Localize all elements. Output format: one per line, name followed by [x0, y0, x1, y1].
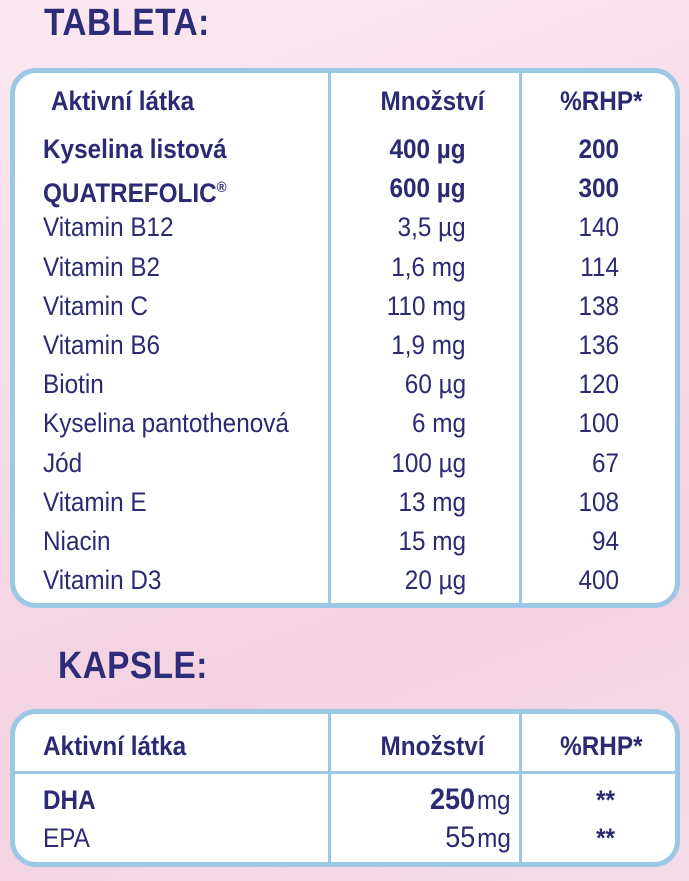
amount-unit: mg — [477, 823, 511, 853]
row-rhp: 108 — [578, 487, 619, 517]
row-amount: 15 mg — [398, 526, 466, 556]
row-name: Kyselina listová — [43, 134, 227, 164]
row-amount: 600 µg — [389, 173, 466, 203]
row-amount: 6 mg — [411, 408, 466, 438]
row-name: Biotin — [43, 369, 104, 399]
row-rhp: 120 — [578, 369, 619, 399]
header-rhp: %RHP* — [560, 86, 643, 116]
kapsle-table: Aktivní látka Množství %RHP* DHA 250mg ** E… — [10, 709, 680, 867]
amount-value: 55 — [445, 821, 476, 854]
registered-mark: ® — [216, 179, 227, 196]
header-rhp: %RHP* — [560, 731, 643, 761]
row-amount: 1,9 mg — [391, 330, 466, 360]
header-amount: Množství — [381, 731, 485, 761]
row-amount: 110 mg — [386, 291, 466, 321]
row-name: Vitamin D3 — [43, 565, 162, 595]
row-rhp: 138 — [578, 291, 619, 321]
column-divider — [519, 714, 522, 862]
amount-unit: mg — [477, 785, 511, 815]
row-rhp: 400 — [578, 565, 619, 595]
header-divider — [15, 771, 675, 774]
row-amount: 1,6 mg — [391, 252, 466, 282]
row-rhp: 94 — [591, 526, 619, 556]
header-amount: Množství — [381, 86, 485, 116]
row-name: Kyselina pantothenová — [43, 408, 289, 438]
tableta-table: Aktivní látka Množství %RHP* Kyselina li… — [10, 68, 680, 608]
row-name: Vitamin B6 — [43, 330, 161, 360]
row-amount: 13 mg — [398, 487, 466, 517]
row-name: Vitamin C — [43, 291, 148, 321]
row-rhp: 200 — [578, 134, 619, 164]
row-rhp: ** — [596, 823, 615, 853]
column-divider — [328, 73, 331, 603]
row-amount: 250mg — [430, 784, 511, 816]
row-name: Jód — [43, 448, 83, 478]
row-name: Vitamin B2 — [43, 252, 161, 282]
section-title-kapsle: KAPSLE: — [58, 645, 208, 687]
row-name: EPA — [43, 823, 90, 853]
row-rhp: 136 — [578, 330, 619, 360]
row-rhp: ** — [596, 785, 615, 815]
row-amount: 60 µg — [404, 369, 466, 399]
row-amount: 55mg — [445, 822, 511, 854]
column-divider — [328, 714, 331, 862]
row-rhp: 100 — [578, 408, 619, 438]
row-name: DHA — [43, 785, 96, 815]
section-title-tableta: TABLETA: — [44, 2, 210, 44]
row-name: QUATREFOLIC® — [43, 178, 227, 208]
column-divider — [519, 73, 522, 603]
header-active-substance: Aktivní látka — [43, 731, 187, 761]
row-amount: 3,5 µg — [397, 212, 466, 242]
amount-value: 250 — [430, 783, 476, 816]
row-name: Niacin — [43, 526, 111, 556]
row-amount: 400 µg — [389, 134, 466, 164]
row-amount: 20 µg — [404, 565, 466, 595]
row-rhp: 114 — [580, 252, 619, 282]
row-amount: 100 µg — [391, 448, 466, 478]
row-name: Vitamin E — [43, 487, 147, 517]
row-name: Vitamin B12 — [43, 212, 174, 242]
header-active-substance: Aktivní látka — [51, 86, 195, 116]
row-rhp: 300 — [578, 173, 619, 203]
row-rhp: 67 — [591, 448, 619, 478]
row-rhp: 140 — [578, 212, 619, 242]
